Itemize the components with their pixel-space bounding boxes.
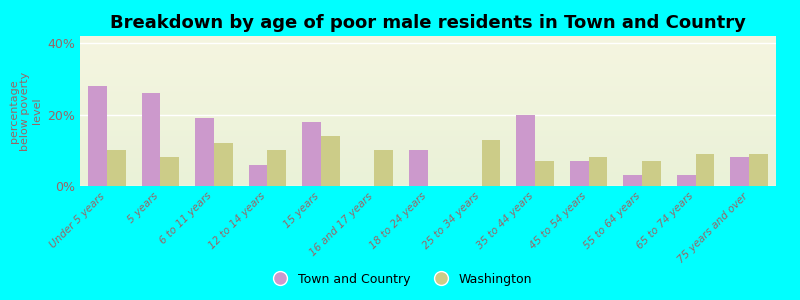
Bar	[106, 150, 126, 186]
Legend: Town and Country, Washington: Town and Country, Washington	[262, 268, 538, 291]
Bar	[214, 143, 233, 186]
Bar	[321, 136, 340, 186]
Bar	[570, 161, 589, 186]
Bar	[677, 175, 696, 186]
Bar	[374, 150, 394, 186]
Bar	[642, 161, 661, 186]
Bar	[249, 165, 267, 186]
Title: Breakdown by age of poor male residents in Town and Country: Breakdown by age of poor male residents …	[110, 14, 746, 32]
Bar	[750, 154, 768, 186]
Bar	[160, 158, 179, 186]
Bar	[267, 150, 286, 186]
Y-axis label: percentage
below poverty
level: percentage below poverty level	[9, 71, 42, 151]
Bar	[142, 93, 160, 186]
Bar	[88, 86, 106, 186]
Bar	[195, 118, 214, 186]
Bar	[535, 161, 554, 186]
Bar	[589, 158, 607, 186]
Bar	[696, 154, 714, 186]
Bar	[302, 122, 321, 186]
Bar	[516, 115, 535, 186]
Bar	[410, 150, 428, 186]
Bar	[730, 158, 750, 186]
Bar	[623, 175, 642, 186]
Bar	[482, 140, 500, 186]
